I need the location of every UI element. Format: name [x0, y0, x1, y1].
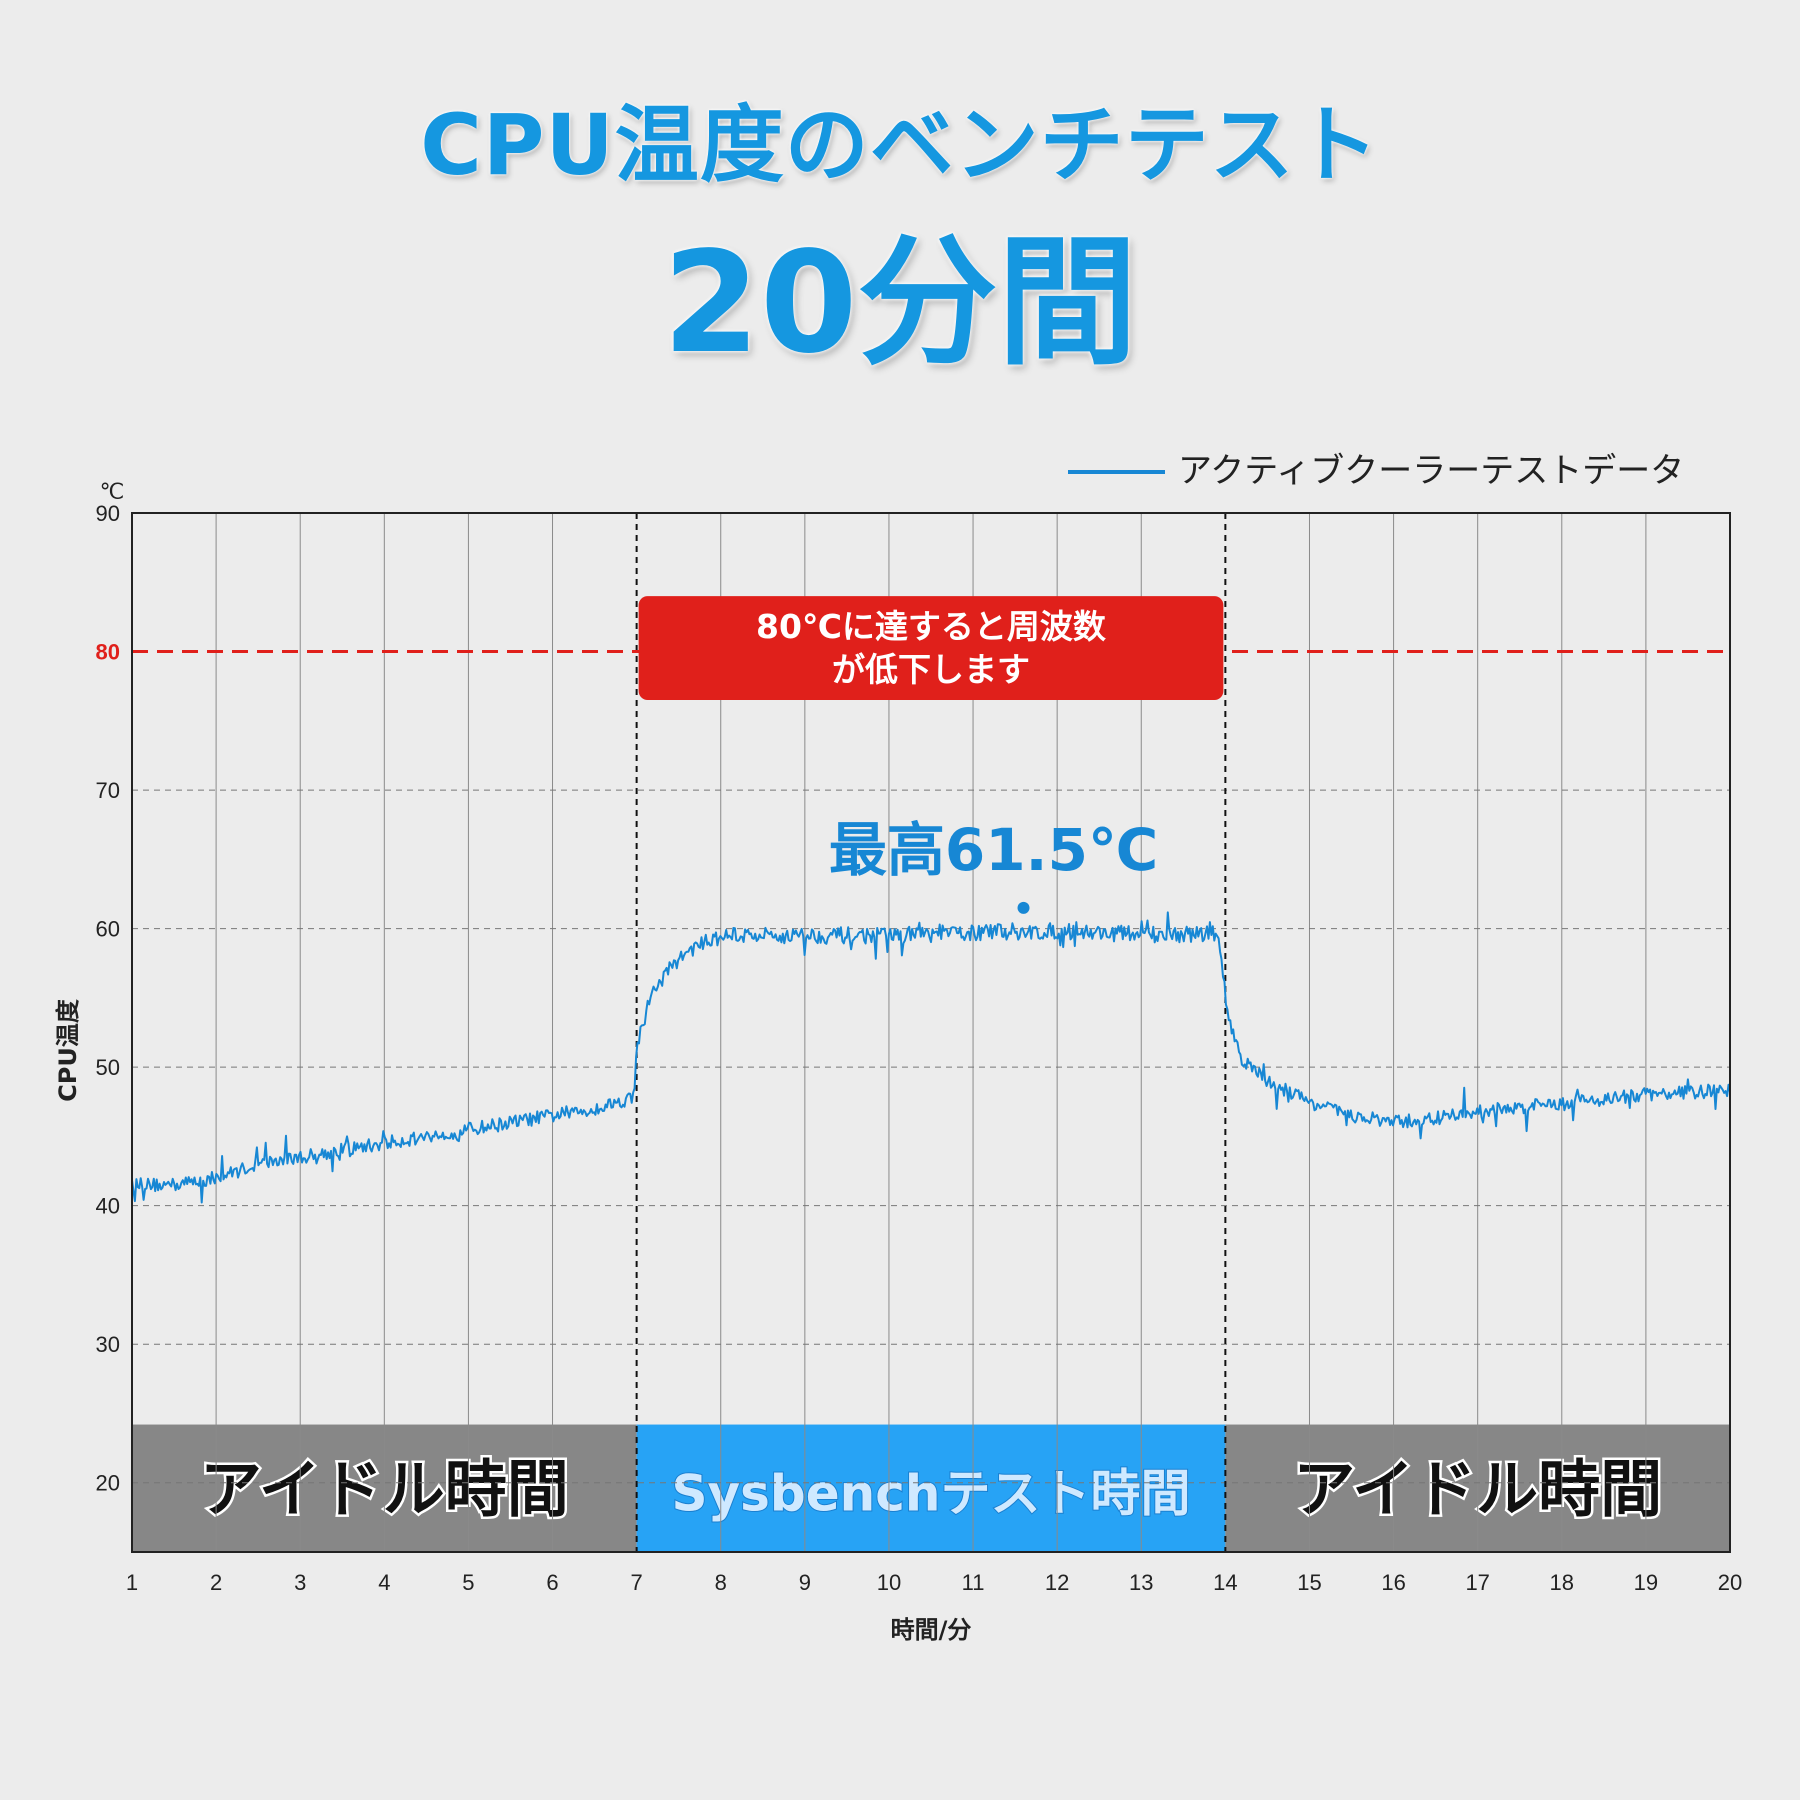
y-tick-label: 80 — [96, 640, 120, 665]
peak-label: 最高61.5℃ — [829, 816, 1158, 884]
x-tick-label: 4 — [378, 1570, 390, 1595]
chart-subtitle: 20分間 — [662, 222, 1138, 385]
x-tick-label: 7 — [631, 1570, 643, 1595]
y-tick-label: 90 — [96, 501, 120, 526]
y-tick-label: 30 — [96, 1332, 120, 1357]
x-axis-title: 時間/分 — [891, 1616, 972, 1644]
plot-frame — [131, 512, 1731, 1553]
chart-grid — [132, 513, 1730, 1552]
x-tick-label: 14 — [1213, 1570, 1237, 1595]
y-tick-label: 70 — [96, 778, 120, 803]
x-tick-label: 16 — [1381, 1570, 1405, 1595]
x-tick-label: 3 — [294, 1570, 306, 1595]
y-tick-label: 40 — [96, 1194, 120, 1219]
x-tick-label: 11 — [962, 1570, 985, 1595]
y-tick-label: 60 — [96, 917, 120, 942]
x-tick-label: 20 — [1718, 1570, 1742, 1595]
y-tick-label: 50 — [96, 1055, 120, 1080]
peak-marker — [1017, 901, 1030, 914]
x-tick-label: 5 — [462, 1570, 474, 1595]
legend: アクティブクーラーテストデータ — [1068, 451, 1684, 491]
series-layer — [131, 911, 1731, 1204]
phase-band-test — [636, 1424, 1226, 1552]
x-tick-label: 8 — [715, 1570, 727, 1595]
x-tick-label: 9 — [799, 1570, 811, 1595]
y-unit-label: ℃ — [100, 479, 125, 504]
y-axis-title: CPU温度 — [54, 998, 82, 1102]
limit-warning-text-line2: が低下します — [832, 650, 1030, 689]
chart-title: CPU温度のベンチテスト — [420, 96, 1380, 194]
limit-warning-text-line1: 80℃に達すると周波数 — [756, 607, 1107, 646]
legend-label: アクティブクーラーテストデータ — [1178, 451, 1684, 491]
series-line-0 — [131, 911, 1731, 1204]
y-tick-label: 20 — [96, 1471, 120, 1496]
annotation-layer: 最高61.5℃ — [829, 816, 1158, 914]
x-tick-label: 13 — [1129, 1570, 1153, 1595]
x-tick-label: 1 — [126, 1570, 138, 1595]
x-tick-label: 10 — [877, 1570, 901, 1595]
x-tick-label: 6 — [546, 1570, 558, 1595]
x-tick-label: 15 — [1297, 1570, 1321, 1595]
x-tick-label: 18 — [1550, 1570, 1574, 1595]
x-tick-label: 17 — [1465, 1570, 1489, 1595]
x-tick-label: 2 — [210, 1570, 222, 1595]
phase-band-label: Sysbenchテスト時間 — [672, 1464, 1191, 1522]
limit-warning-box — [638, 596, 1224, 701]
x-tick-label: 12 — [1045, 1570, 1069, 1595]
x-tick-label: 19 — [1634, 1570, 1658, 1595]
